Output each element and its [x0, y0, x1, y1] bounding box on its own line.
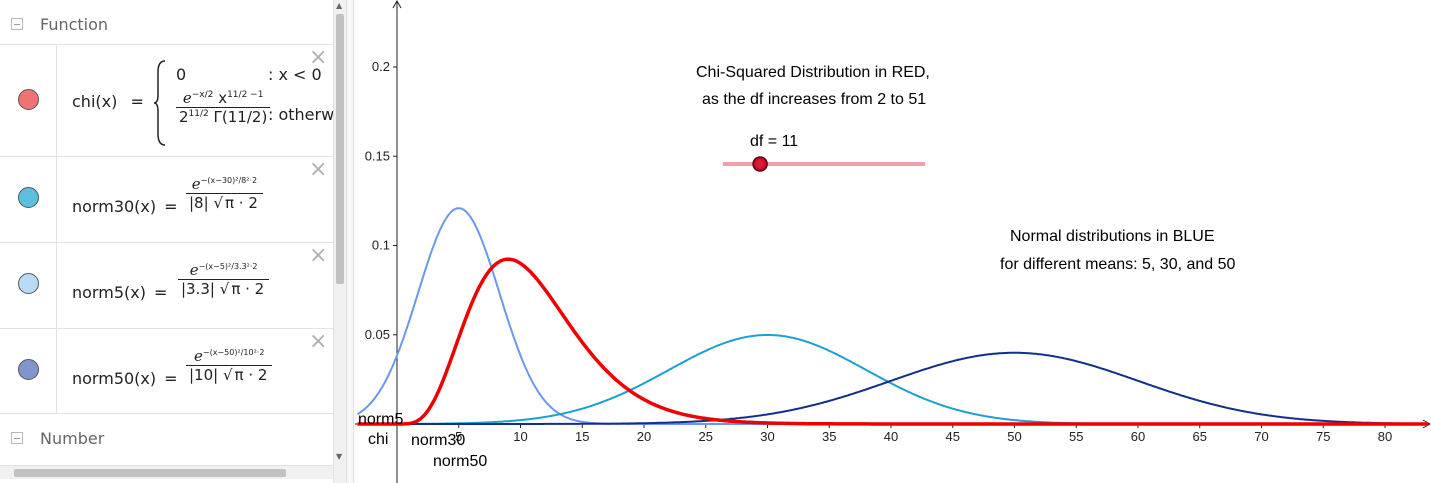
x-tick-label: 25 — [699, 429, 713, 444]
x-tick-label: 55 — [1069, 429, 1083, 444]
df-slider-handle-center — [756, 160, 765, 168]
number-group-header[interactable]: Number — [0, 420, 333, 456]
number-group-label: Number — [40, 428, 105, 448]
series-norm5 — [356, 207, 1429, 425]
y-tick-label: 0.15 — [365, 148, 390, 163]
x-tick-label: 60 — [1131, 429, 1145, 444]
x-tick-label: 10 — [513, 429, 527, 444]
algebra-view: Function × chi(x) = 0 : x < 0 e−x/2 x11/… — [0, 0, 333, 483]
norm50-fraction: e−(x−50)²/10²·2 |10| √ π · 2 — [186, 347, 273, 384]
y-tick-label: 0.1 — [372, 238, 390, 253]
delete-icon[interactable]: × — [309, 329, 328, 354]
y-axis-arrow-icon — [392, 0, 402, 9]
normal-text-line-2: for different means: 5, 30, and 50 — [1000, 256, 1236, 273]
scroll-up-icon[interactable]: ▲ — [336, 1, 343, 10]
title-line-2: as the df increases from 2 to 51 — [702, 91, 927, 108]
function-name: chi(x) — [72, 92, 118, 111]
algebra-row-chi[interactable]: × chi(x) = 0 : x < 0 e−x/2 x11/2 −1 211/… — [0, 44, 333, 156]
x-tick-label: 75 — [1316, 429, 1330, 444]
marble-cell — [0, 157, 57, 242]
function-group-label: Function — [40, 14, 109, 34]
chi-fraction: e−x/2 x11/2 −1 211/2 Γ(11/2) — [176, 89, 271, 126]
visibility-toggle-icon[interactable] — [18, 187, 39, 208]
visibility-toggle-icon[interactable] — [18, 89, 39, 110]
visibility-toggle-icon[interactable] — [18, 359, 39, 380]
vertical-scroll-thumb[interactable] — [336, 14, 344, 284]
algebra-row-norm5[interactable]: × norm5(x) = e−(x−5)²/3.3²·2 |3.3| √ π · 2 — [0, 242, 333, 328]
norm30-formula: norm30(x) = — [72, 197, 178, 216]
plot-canvas[interactable]: 5 10 15 20 25 30 35 40 45 50 55 60 65 70 75 80 0.05 0.1 0.… — [355, 0, 1431, 483]
norm30-fraction: e−(x−30)²/8²·2 |8| √ π · 2 — [186, 175, 263, 212]
x-tick-label: 65 — [1193, 429, 1207, 444]
case1-condition: : x < 0 — [268, 65, 322, 84]
normal-text-line-1: Normal distributions in BLUE — [1010, 228, 1215, 245]
marble-cell — [0, 243, 57, 328]
x-tick-label: 15 — [575, 429, 589, 444]
x-tick-label: 30 — [760, 429, 774, 444]
x-tick-label: 40 — [884, 429, 898, 444]
norm5-formula: norm5(x) = — [72, 283, 168, 302]
delete-icon[interactable]: × — [309, 45, 328, 70]
algebra-row-norm30[interactable]: × norm30(x) = e−(x−30)²/8²·2 |8| √ π · 2 — [0, 156, 333, 242]
case2-condition: : otherw — [268, 105, 333, 124]
chi-formula: chi(x) = — [72, 92, 152, 111]
y-tick-label: 0.05 — [365, 327, 390, 342]
x-tick-label: 80 — [1378, 429, 1392, 444]
delete-icon[interactable]: × — [309, 157, 328, 182]
delete-icon[interactable]: × — [309, 243, 328, 268]
series-norm50 — [357, 351, 1429, 425]
vertical-scrollbar[interactable]: ▲ ▼ — [333, 0, 346, 483]
graphics-view[interactable]: 5 10 15 20 25 30 35 40 45 50 55 60 65 70 75 80 0.05 0.1 0.… — [355, 0, 1431, 483]
norm50-formula: norm50(x) = — [72, 369, 178, 388]
label-chi[interactable]: chi — [368, 431, 389, 448]
title-line-1: Chi-Squared Distribution in RED, — [696, 64, 930, 81]
marble-cell — [0, 329, 57, 413]
algebra-row-norm50[interactable]: × norm50(x) = e−(x−50)²/10²·2 |10| √ π · 2 — [0, 328, 333, 414]
label-norm5[interactable]: norm5 — [358, 411, 404, 428]
collapse-icon[interactable] — [11, 432, 23, 444]
y-tick-label: 0.2 — [372, 59, 390, 74]
x-tick-label: 50 — [1007, 429, 1021, 444]
slider-label: df = 11 — [750, 133, 799, 150]
scroll-down-icon[interactable]: ▼ — [336, 452, 343, 461]
case1-value: 0 — [176, 65, 187, 84]
horizontal-scrollbar[interactable] — [0, 465, 333, 479]
x-tick-label: 70 — [1254, 429, 1268, 444]
label-norm50[interactable]: norm50 — [433, 453, 488, 470]
label-norm30[interactable]: norm30 — [411, 432, 466, 449]
piecewise-brace — [153, 60, 166, 146]
x-tick-label: 20 — [637, 429, 651, 444]
x-tick-label: 35 — [822, 429, 836, 444]
x-tick-label: 45 — [946, 429, 960, 444]
series-chi — [357, 257, 1429, 426]
visibility-toggle-icon[interactable] — [18, 273, 39, 294]
norm5-fraction: e−(x−5)²/3.3²·2 |3.3| √ π · 2 — [178, 261, 270, 298]
function-group-header[interactable]: Function — [0, 6, 333, 42]
x-tick-label: 5 — [455, 429, 462, 444]
marble-cell — [0, 45, 57, 156]
horizontal-scroll-thumb[interactable] — [14, 469, 286, 477]
x-axis-arrow-icon — [1422, 419, 1431, 429]
view-divider[interactable] — [346, 0, 354, 483]
collapse-icon[interactable] — [11, 18, 23, 30]
equals-sign: = — [130, 92, 144, 111]
